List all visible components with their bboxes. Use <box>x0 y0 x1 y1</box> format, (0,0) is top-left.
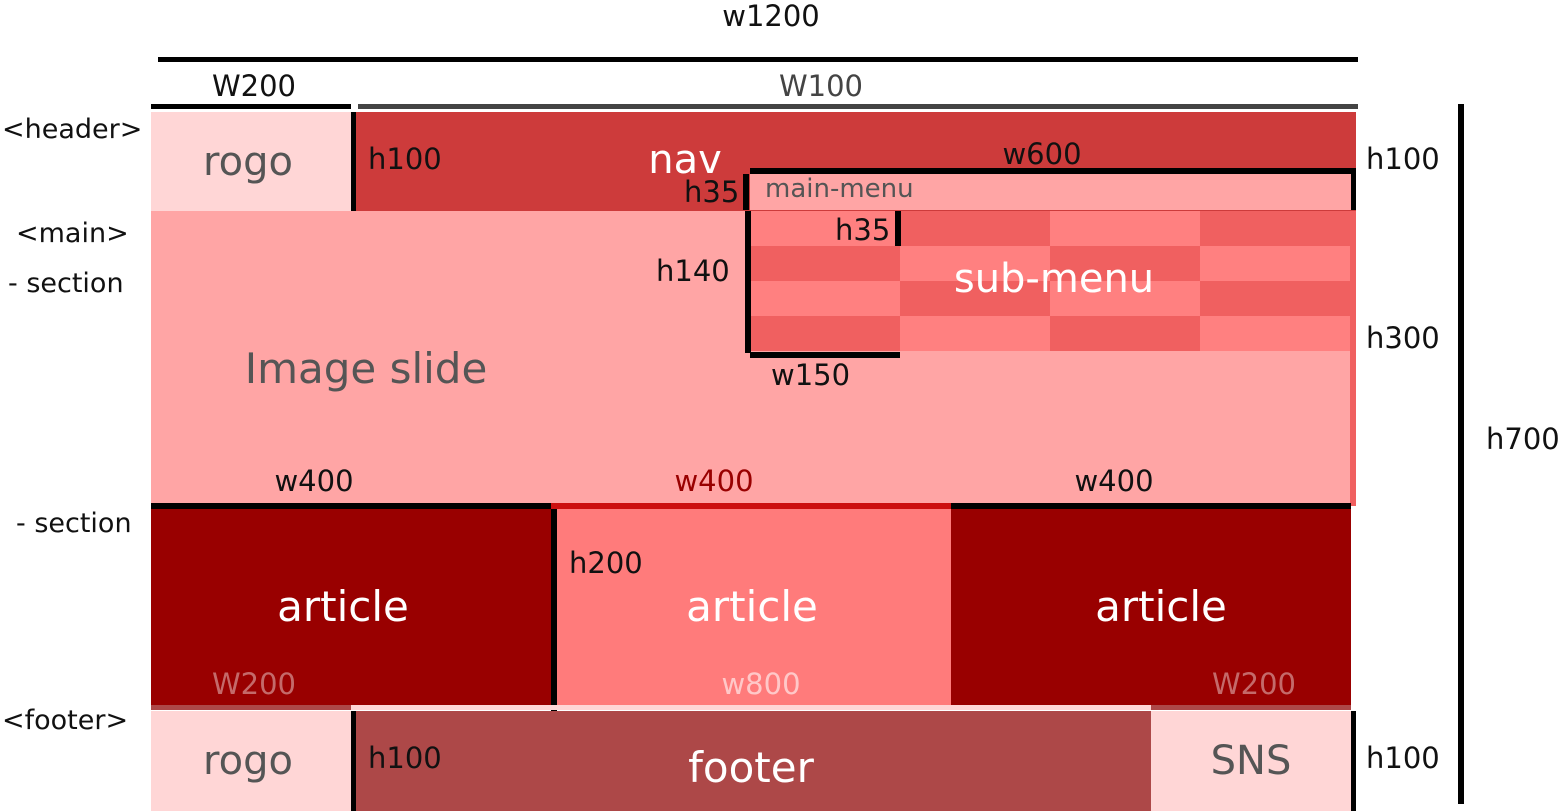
sub-menu-width-label: w150 <box>771 358 851 392</box>
logo-width-label: W200 <box>211 69 297 103</box>
footer-width-label-3: W200 <box>1211 667 1297 701</box>
article-width-bar-1 <box>151 503 551 509</box>
total-width-label: w1200 <box>722 0 820 33</box>
submenu-cell <box>1200 246 1350 281</box>
article-width-label-3: w400 <box>1074 464 1154 498</box>
footer-text: footer <box>688 743 814 792</box>
main-height-label: h300 <box>1366 321 1440 355</box>
submenu-cell <box>750 281 900 316</box>
main-side-label: <main> <box>16 218 129 249</box>
article-block-1 <box>151 509 551 705</box>
submenu-cell <box>750 211 900 246</box>
footer-right-bar <box>1351 711 1356 811</box>
footer-height-bar <box>351 711 356 811</box>
submenu-cell <box>750 246 900 281</box>
footer-block <box>356 711 1151 811</box>
nav-width-bar <box>358 104 1358 109</box>
sub-menu-height-bar <box>745 211 751 353</box>
submenu-cell <box>1050 211 1200 246</box>
article-block-3 <box>951 509 1351 705</box>
submenu-cell <box>1050 246 1200 281</box>
main-menu-width-bar <box>750 168 1356 174</box>
total-height-bar <box>1458 104 1464 804</box>
article-text-3: article <box>1095 582 1227 631</box>
article-width-label-2: w400 <box>674 464 754 498</box>
main-menu-height-label: h35 <box>684 175 740 209</box>
nav-height-bar <box>351 112 356 212</box>
submenu-cell <box>1050 316 1200 351</box>
section2-side-label: - section <box>16 508 132 539</box>
footer-width-label-1: W200 <box>211 667 297 701</box>
article-height-bar <box>551 509 557 711</box>
footer-logo-text: rogo <box>203 738 293 784</box>
sub-menu-width-bar <box>750 352 900 358</box>
header-right-height-label: h100 <box>1366 142 1440 176</box>
header-logo-block <box>151 112 351 212</box>
footer-logo-block <box>151 711 351 811</box>
section1-side-label: - section <box>8 268 124 299</box>
footer-height-label: h100 <box>368 741 442 775</box>
sub-menu-item-height-label: h35 <box>835 213 891 247</box>
submenu-cell <box>900 281 1050 316</box>
article-width-bar-2 <box>551 503 951 509</box>
footer-side-label: <footer> <box>2 705 129 736</box>
footer-sns-text: SNS <box>1210 738 1292 784</box>
main-menu-right-bar <box>1351 168 1356 210</box>
submenu-cell <box>900 211 1050 246</box>
footer-sns-block <box>1151 711 1351 811</box>
total-width-bar <box>158 57 1358 62</box>
nav-width-label: W100 <box>778 69 864 103</box>
article-width-label-1: w400 <box>274 464 354 498</box>
submenu-cell <box>900 246 1050 281</box>
total-height-label: h700 <box>1486 422 1560 456</box>
footer-right-height-label: h100 <box>1366 741 1440 775</box>
article-width-bar-3 <box>951 503 1351 509</box>
article-text-2: article <box>686 582 818 631</box>
footer-width-bar-3 <box>1151 705 1351 710</box>
image-slide-edge <box>1350 211 1356 506</box>
logo-width-bar <box>151 104 351 109</box>
submenu-cell <box>900 316 1050 351</box>
footer-width-label-2: w800 <box>721 667 801 701</box>
submenu-cell <box>750 316 900 351</box>
submenu-cell <box>1200 281 1350 316</box>
submenu-cell <box>1200 211 1350 246</box>
footer-width-bar-2 <box>351 705 1151 710</box>
submenu-cell <box>1200 316 1350 351</box>
article-block-2 <box>557 509 951 705</box>
main-menu-height-bar <box>743 174 749 210</box>
image-slide-text: Image slide <box>244 344 488 393</box>
main-menu-bar <box>750 174 1356 210</box>
submenu-cell <box>1050 281 1200 316</box>
header-logo-text: rogo <box>203 139 293 185</box>
footer-width-bar-1 <box>151 705 351 710</box>
nav-height-label: h100 <box>368 142 442 176</box>
main-menu-width-label: w600 <box>1002 137 1082 171</box>
sub-menu-height-label: h140 <box>656 254 730 288</box>
article-height-label: h200 <box>569 546 643 580</box>
header-side-label: <header> <box>2 114 143 145</box>
nav-text: nav <box>648 137 722 183</box>
sub-menu-item-height-bar <box>895 211 901 246</box>
main-menu-label: main-menu <box>765 174 914 204</box>
sub-menu-text: sub-menu <box>953 256 1155 302</box>
article-text-1: article <box>277 582 409 631</box>
